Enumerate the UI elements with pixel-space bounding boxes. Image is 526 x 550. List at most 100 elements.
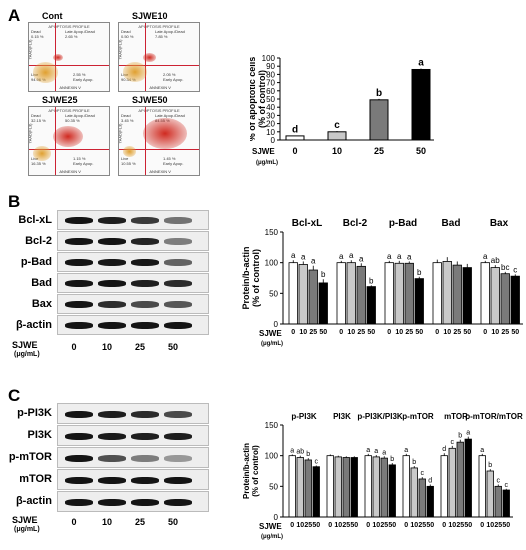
y-tick-label: 100 [262,54,276,63]
x-axis-unit: (μg/mL) [256,160,278,166]
blot-strip [57,231,209,251]
y-axis-label: % of apoptotic cells(% of control) [250,57,267,142]
protein-band [65,498,93,506]
significance-letter: bc [501,263,509,272]
significance-letter: a [466,430,470,437]
protein-band [164,238,192,245]
x-tick-label: 0 [442,522,446,529]
bar [402,455,410,518]
blot-strip [57,403,209,424]
x-axis-label: SJWE [259,522,282,531]
group-label: p-PI3K/PI3K [357,412,403,421]
protein-band [98,238,126,245]
group-label: PI3K [333,412,351,421]
x-tick-label: 10 [443,329,451,336]
bar [462,267,472,325]
bar [369,99,389,141]
gate-line-horizontal [29,65,109,67]
protein-band [131,259,159,266]
bar [298,264,308,325]
bar [366,286,376,325]
protein-band [131,217,159,224]
bar [494,485,502,518]
x-tick-label: 50 [463,329,471,336]
bar [442,261,452,325]
significance-letter: a [349,251,354,260]
significance-letter: c [497,477,501,484]
blot-row-label: PI3K [27,429,52,441]
bar [478,455,486,518]
x-tick-label: 50 [367,329,375,336]
treatment-unit: (μg/mL) [14,526,40,533]
dose-label: 50 [167,517,178,527]
protein-band [65,432,93,440]
protein-band [131,410,159,418]
y-tick-label: 20 [266,120,275,129]
blot-row-label: p-mTOR [8,451,52,463]
bar [296,457,304,518]
y-axis-label: Protein/b-actin(% of control) [241,246,261,309]
bar [342,457,350,518]
significance-letter: c [334,120,340,131]
protein-band [131,301,159,308]
x-tick-label: 10 [410,522,418,529]
x-axis-unit: (μg/mL) [261,534,283,540]
group-label: p-Bad [389,218,417,229]
significance-letter: c [513,265,517,274]
protein-band [164,280,192,287]
quadrant-late-apoptotic: Late Apop./Dead 2.65 % [65,29,95,39]
significance-letter: d [292,124,298,135]
x-tick-label: 50 [312,522,320,529]
y-tick-label: 10 [266,128,275,137]
significance-letter: a [404,447,408,454]
quadrant-late-apoptotic: Late Apop./Dead 50.35 % [65,113,95,123]
x-tick-label: 25 [304,522,312,529]
bar [432,262,442,325]
live-cell-cloud [123,146,137,157]
live-cell-cloud [123,62,148,82]
flow-axis-x: ANNEXIN V [59,85,81,90]
significance-letter: a [382,449,386,456]
x-tick-label: 50 [502,522,510,529]
significance-letter: a [339,252,344,261]
significance-letter: c [505,482,509,489]
blot-row-label: Bcl-2 [25,235,52,247]
bar [288,455,296,518]
protein-band [131,432,159,440]
blot-row-label: p-Bad [20,256,52,268]
y-axis-label: Protein/b-actin(% of control) [242,443,260,499]
x-axis-label: SJWE [252,147,275,156]
x-tick-label: 25 [357,329,365,336]
y-tick-label: 0 [271,136,276,145]
protein-band [98,280,126,287]
protein-band [65,259,93,266]
blot-row-label: β-actin [15,495,52,507]
bar [372,456,380,518]
blot-strip [57,315,209,335]
protein-band [164,476,192,484]
dead-cell-cloud [53,54,63,62]
significance-letter: a [290,447,294,454]
protein-band [131,322,159,329]
blot-row-label: Bax [31,298,52,310]
significance-letter: d [428,477,432,484]
quadrant-dead: Dead 0.50 % [121,29,134,39]
x-tick-label: 0 [483,329,487,336]
bar [456,441,464,518]
protein-band [131,238,159,245]
protein-band [98,454,126,462]
gate-line-horizontal [29,149,109,151]
x-tick-label: 0 [387,329,391,336]
significance-letter: b [306,451,310,458]
quadrant-late-apoptotic: Late Apop./Dead 7.85 % [155,29,185,39]
panel-letter-b: B [8,192,21,211]
protein-band [65,454,93,462]
quadrant-dead: Dead 3.45 % [121,113,134,123]
significance-letter: a [387,252,392,261]
significance-letter: a [483,252,488,261]
significance-letter: b [488,462,492,469]
flow-axis-y: 7AAD(FL3) [117,39,123,60]
x-tick-label: 0 [435,329,439,336]
significance-letter: c [451,439,455,446]
protein-band [164,217,192,224]
